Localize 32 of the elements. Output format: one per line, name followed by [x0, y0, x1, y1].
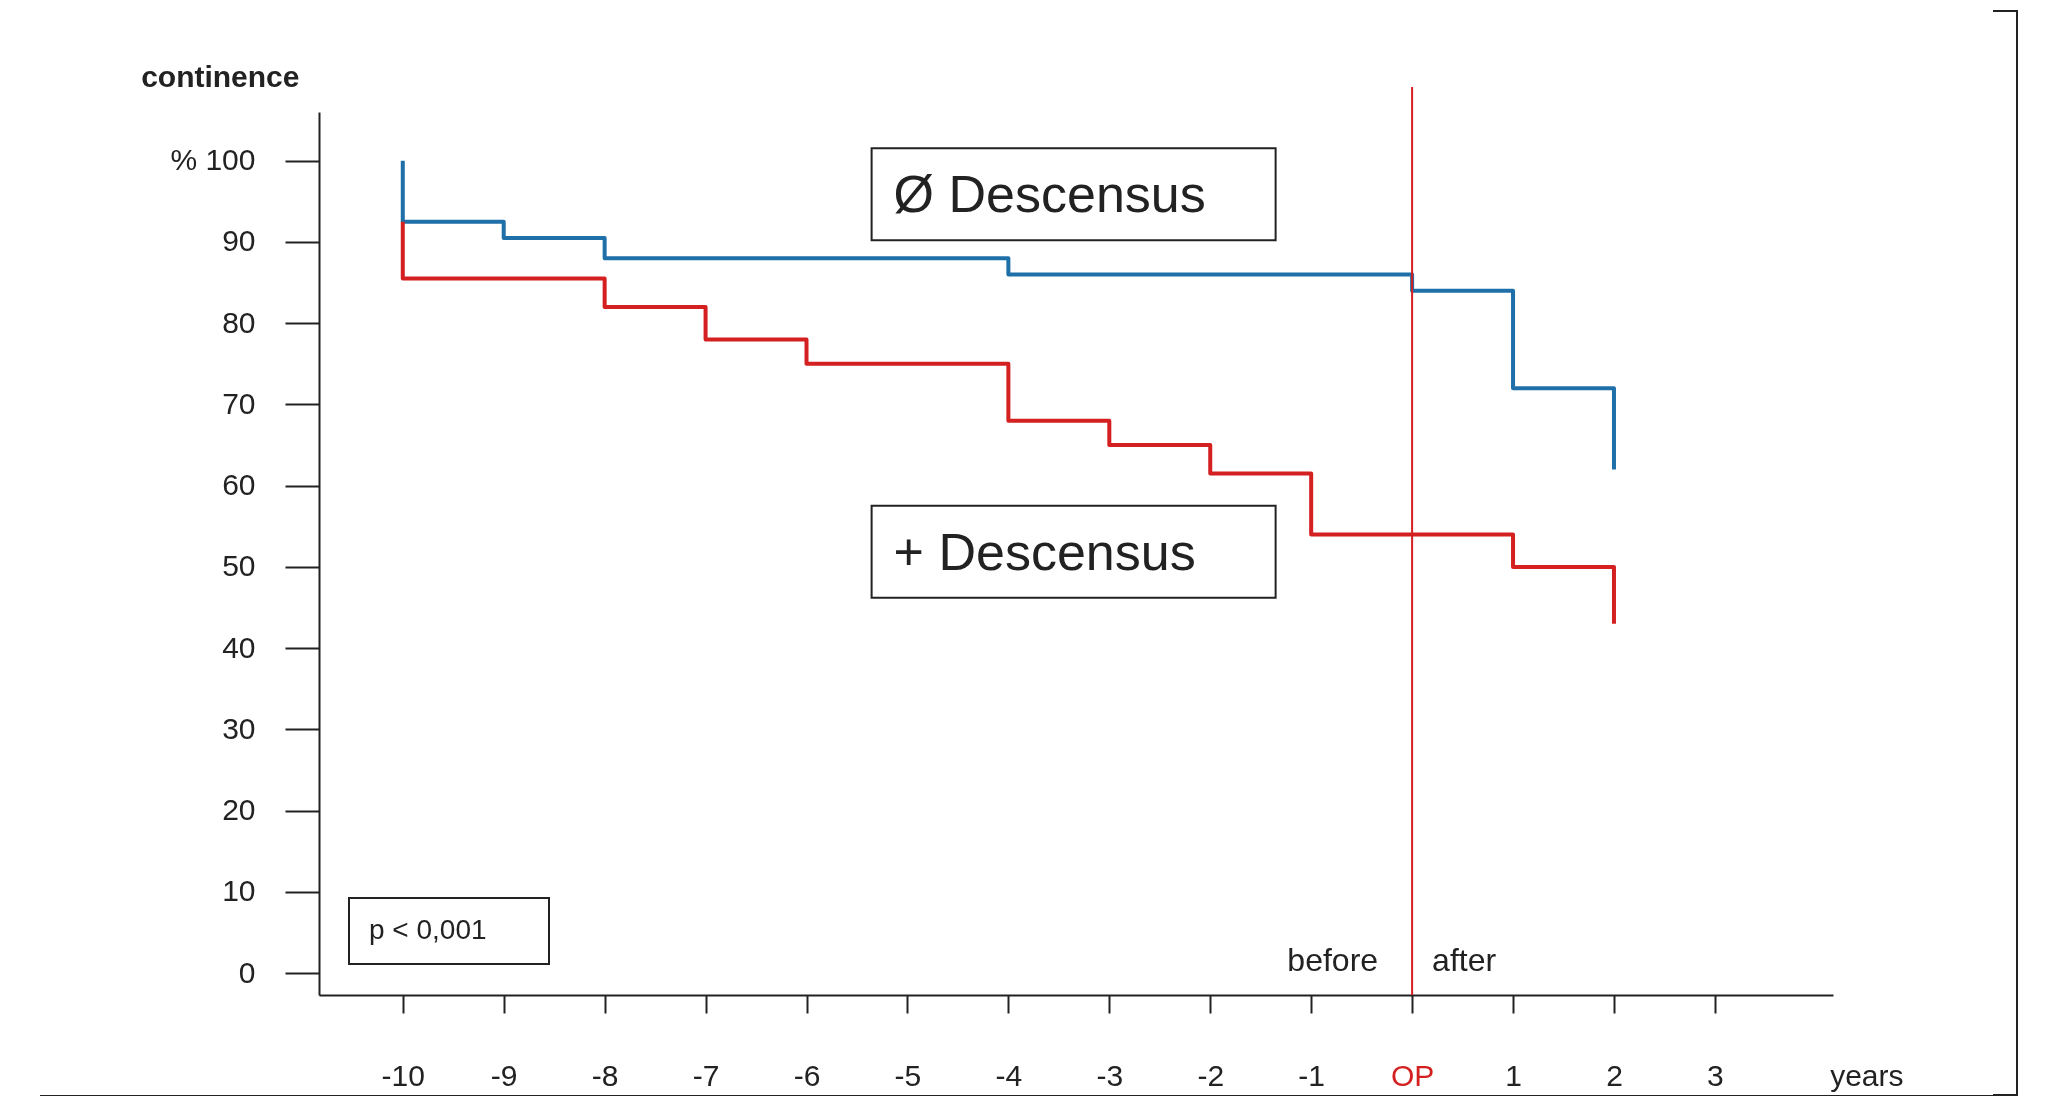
y-tick-label: 40: [222, 630, 256, 664]
x-tick-label: -9: [490, 1058, 518, 1092]
y-tick-label: 90: [222, 224, 256, 258]
series-label: Ø Descensus: [893, 165, 1206, 224]
x-tick-label: -6: [793, 1058, 821, 1092]
x-tick-label: -4: [995, 1058, 1023, 1092]
x-tick-label: -8: [591, 1058, 619, 1092]
x-tick-label: -2: [1197, 1058, 1225, 1092]
x-axis-title: years: [1830, 1058, 1904, 1092]
y-tick-label: 60: [222, 468, 256, 502]
y-tick-label: 10: [222, 874, 256, 908]
annotation: before: [1287, 942, 1379, 978]
x-tick-label: -1: [1298, 1058, 1326, 1092]
x-tick-label: -5: [894, 1058, 922, 1092]
y-axis-title: continence: [141, 59, 300, 93]
x-tick-label: 3: [1707, 1058, 1724, 1092]
y-tick-label: 20: [222, 793, 256, 827]
x-tick-label: -3: [1096, 1058, 1124, 1092]
x-tick-label: 1: [1505, 1058, 1522, 1092]
x-tick-label: -10: [381, 1058, 425, 1092]
y-tick-label: 50: [222, 549, 256, 583]
y-tick-label: 30: [222, 711, 256, 745]
x-tick-label: OP: [1390, 1058, 1435, 1092]
x-tick-label: 2: [1606, 1058, 1623, 1092]
y-tick-label: % 100: [170, 143, 256, 177]
annotation: after: [1432, 942, 1497, 978]
y-tick-label: 0: [238, 955, 256, 989]
x-tick-label: -7: [692, 1058, 720, 1092]
series-label: + Descensus: [893, 522, 1196, 581]
y-tick-label: 80: [222, 305, 256, 339]
y-tick-label: 70: [222, 386, 256, 420]
annotation: p < 0,001: [369, 914, 487, 945]
